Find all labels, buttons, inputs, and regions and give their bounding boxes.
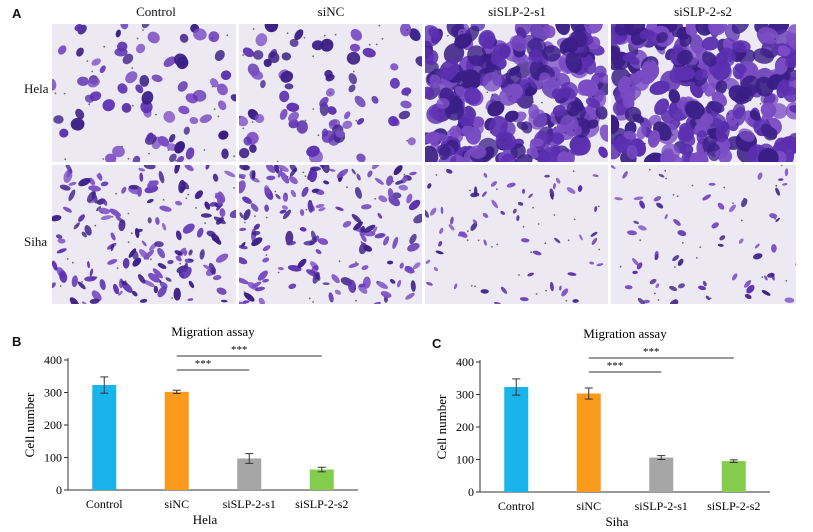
hela-ytick-label: 100 <box>44 451 62 465</box>
siha-category-label-1: siNC <box>576 499 601 513</box>
panel-a-letter: A <box>12 6 22 21</box>
hela-category-label-0: Control <box>86 497 123 511</box>
panel-c-letter: C <box>432 336 442 351</box>
hela-bar-0 <box>92 385 117 490</box>
micrograph-hela-control <box>52 24 236 162</box>
micrograph-siha-control <box>52 165 236 304</box>
siha-category-label-0: Control <box>498 499 535 513</box>
hela-significance-label-0: *** <box>195 358 212 370</box>
siha-title: Migration assay <box>583 326 667 341</box>
hela-ytick-label: 300 <box>44 386 62 400</box>
siha-significance-label-1: *** <box>643 346 660 358</box>
siha-bar-1 <box>576 393 601 492</box>
siha-bar-3 <box>721 461 746 492</box>
siha-category-label-3: siSLP-2-s2 <box>707 499 760 513</box>
migration-chart-siha: Migration assay Cell number 0 100 200 300 400 C… <box>434 326 770 529</box>
siha-error-bar-2 <box>657 455 666 460</box>
siha-ytick-label: 200 <box>456 420 474 434</box>
hela-ytick-label: 400 <box>44 353 62 367</box>
siha-ytick-label: 300 <box>456 388 474 402</box>
column-label-sislp2-s2: siSLP-2-s2 <box>674 4 732 19</box>
siha-xlabel: Siha <box>605 514 628 529</box>
hela-ylabel: Cell number <box>22 392 37 457</box>
hela-significance-label-1: *** <box>231 344 248 356</box>
hela-category-label-2: siSLP-2-s1 <box>223 497 276 511</box>
micrograph-hela-sislp2-s1 <box>425 24 608 162</box>
hela-category-label-1: siNC <box>164 497 189 511</box>
hela-title: Migration assay <box>171 324 255 339</box>
hela-error-bar-2 <box>245 453 254 464</box>
siha-ytick-label: 100 <box>456 453 474 467</box>
column-label-control: Control <box>136 4 176 19</box>
column-label-sislp2-s1: siSLP-2-s1 <box>488 4 546 19</box>
siha-significance-label-0: *** <box>607 360 624 372</box>
siha-bar-2 <box>649 457 674 492</box>
hela-ytick-label: 0 <box>56 483 62 497</box>
hela-error-bar-0 <box>100 376 109 394</box>
hela-ytick-label: 200 <box>44 418 62 432</box>
siha-error-bar-1 <box>584 387 593 400</box>
siha-ylabel: Cell number <box>434 394 449 459</box>
micrograph-siha-sislp2-s2 <box>611 165 796 304</box>
row-label-hela: Hela <box>24 81 49 96</box>
hela-error-bar-3 <box>317 466 326 473</box>
siha-ytick-label: 400 <box>456 355 474 369</box>
siha-bar-0 <box>504 387 529 492</box>
micrograph-siha-sinc <box>239 165 422 304</box>
column-label-sinc: siNC <box>317 4 345 19</box>
siha-error-bar-0 <box>512 378 521 396</box>
hela-xlabel: Hela <box>193 512 218 527</box>
hela-bar-3 <box>309 469 334 490</box>
micrograph-hela-sislp2-s2 <box>611 24 796 162</box>
panel-b-letter: B <box>12 334 22 349</box>
hela-bar-1 <box>164 391 189 490</box>
siha-ytick-label: 0 <box>468 485 474 499</box>
micrograph-hela-sinc <box>239 24 422 162</box>
migration-chart-hela: Migration assay Cell number 0 100 200 300 400 C… <box>22 324 358 527</box>
siha-error-bar-3 <box>729 459 738 463</box>
micrograph-siha-sislp2-s1 <box>425 165 608 304</box>
hela-error-bar-1 <box>172 389 181 394</box>
siha-category-label-2: siSLP-2-s1 <box>635 499 688 513</box>
hela-category-label-3: siSLP-2-s2 <box>295 497 348 511</box>
row-label-siha: Siha <box>24 234 48 249</box>
